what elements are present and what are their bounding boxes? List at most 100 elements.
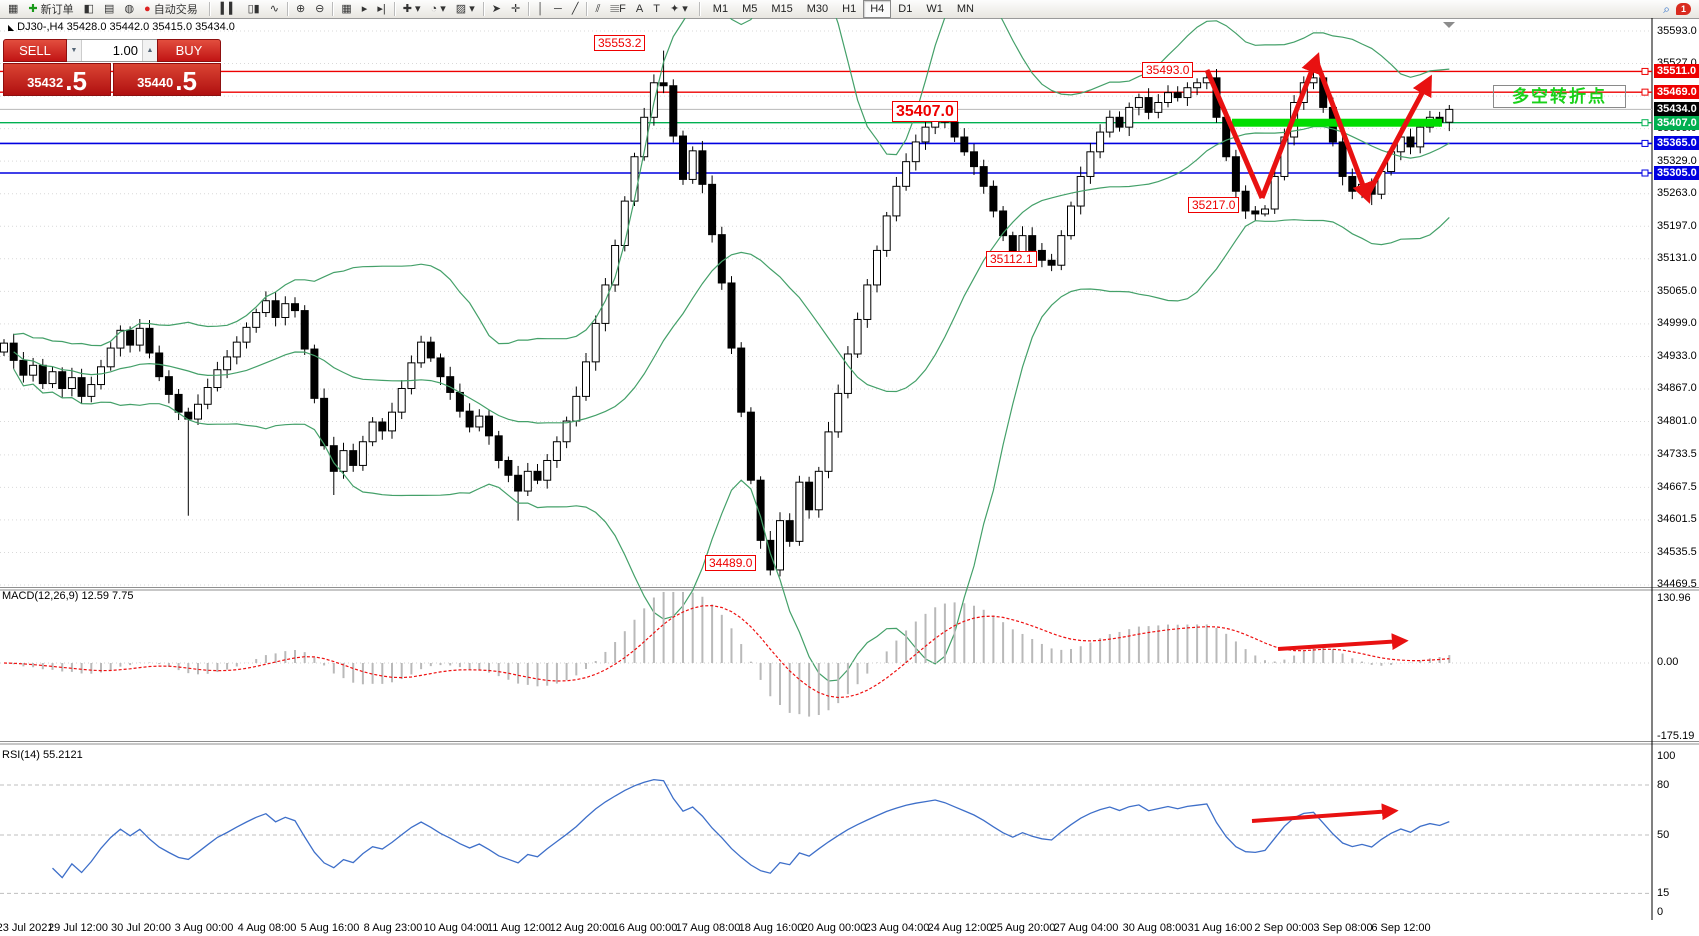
chart-title: ◣ DJ30-,H4 35428.0 35442.0 35415.0 35434.… [8, 21, 235, 33]
price-flag-35217.0[interactable]: 35217.0 [1188, 197, 1240, 213]
turning-point-annotation[interactable]: 多空转折点 [1493, 85, 1626, 108]
shapes-icon: ✦ ▾ [669, 2, 688, 15]
timeframe-m15[interactable]: M15 [771, 3, 793, 15]
hline-icon[interactable]: ─ [549, 0, 567, 19]
chart-shift-icon: ▸| [377, 2, 386, 15]
autotrade-button: ● [144, 2, 151, 15]
sell-price[interactable]: 35432 .5 [3, 63, 111, 96]
new-order-button-label: 新订单 [40, 4, 74, 16]
time-axis-label: 20 Aug 00:00 [801, 922, 867, 934]
buy-price-frac: .5 [175, 66, 197, 96]
profiles-icon[interactable]: ▤ [99, 0, 119, 19]
toolbar-separator [528, 2, 530, 16]
price-flag-34489.0[interactable]: 34489.0 [705, 555, 757, 571]
zoom-out-icon: ⊖ [315, 2, 325, 15]
chart-styles-icon[interactable]: ◧ [79, 0, 99, 19]
price-axis-tick: 35263.0 [1657, 187, 1697, 200]
label-icon: T [653, 2, 660, 15]
trendline-icon[interactable]: ╱ [567, 0, 584, 19]
timeframe-h1[interactable]: H1 [842, 3, 857, 15]
time-axis-label: 5 Aug 16:00 [300, 922, 360, 934]
time-axis-label: 27 Aug 04:00 [1053, 922, 1119, 934]
timeframe-d1[interactable]: D1 [898, 3, 913, 15]
zoom-out-icon[interactable]: ⊖ [310, 0, 329, 19]
cursor-icon[interactable]: ➤ [487, 0, 506, 19]
timeframe-mn[interactable]: MN [956, 3, 974, 15]
trendline-icon: ╱ [571, 2, 579, 15]
rsi-trend-arrow[interactable] [1251, 803, 1399, 823]
notification-bubble[interactable]: 1 [1675, 3, 1691, 15]
crosshair-icon[interactable]: ✛ [506, 0, 525, 19]
text-icon[interactable]: A [631, 0, 648, 19]
price-badge-35365.0: 35365.0 [1654, 136, 1699, 151]
price-axis-tick: 34999.0 [1657, 317, 1697, 330]
add-indicator-icon[interactable]: ✚ ▾ [398, 0, 426, 19]
timeframe-m30[interactable]: M30 [806, 3, 829, 15]
channel-icon: ⫽ [595, 2, 601, 15]
toolbar: ▦ ✚ 新订单 ◧ ▤ ◍ ● 自动交易 ▍▍ ▯▮ ∿ ⊕ ⊖ ▦ ▸ ▸| ✚ ▾ ◔ ▾ ▨ ▾ ➤ ✛ │ ─ ╱ ⫽… [0, 0, 1699, 19]
profiles-icon: ▤ [104, 2, 115, 15]
vline-icon[interactable]: │ [532, 0, 549, 19]
zoom-in-icon[interactable]: ⊕ [291, 0, 310, 19]
signal-icon[interactable]: ◍ [119, 0, 139, 19]
chart-window-icon: ▦ [8, 2, 19, 15]
line-chart-icon[interactable]: ∿ [265, 0, 284, 19]
price-flag-35112.1[interactable]: 35112.1 [986, 251, 1037, 267]
price-axis-tick: 35329.0 [1657, 154, 1697, 167]
toolbar-right-group: ⌕ 1 [1663, 2, 1699, 17]
price-axis-tick: 35065.0 [1657, 284, 1697, 297]
macd-trend-arrow[interactable] [1277, 633, 1409, 651]
tile-windows-icon[interactable]: ▦ [336, 0, 356, 19]
new-order-button[interactable]: ✚ 新订单 [23, 0, 78, 19]
volume-down-button[interactable]: ▼ [67, 40, 82, 61]
candle-chart-icon[interactable]: ▯▮ [243, 0, 265, 19]
chart-shift-icon[interactable]: ▸| [372, 0, 390, 19]
toolbar-mid-group: ▍▍ ▯▮ ∿ ⊕ ⊖ ▦ ▸ ▸| ✚ ▾ ◔ ▾ ▨ ▾ ➤ ✛ │ ─ ╱ ⫽ 𝄙F A T ✦ ▾ [213, 0, 696, 18]
volume-value[interactable]: 1.00 [112, 43, 138, 58]
price-axis-tick: 35131.0 [1657, 252, 1697, 265]
fibonacci-icon[interactable]: 𝄙F [605, 0, 631, 19]
price-flag-35407.0[interactable]: 35407.0 [892, 101, 958, 122]
bar-chart-icon[interactable]: ▍▍ [216, 0, 243, 19]
timeframe-h4[interactable]: H4 [863, 0, 892, 18]
buy-button[interactable]: BUY [157, 39, 221, 62]
price-flag-35553.2[interactable]: 35553.2 [594, 35, 646, 51]
toolbar-separator [208, 2, 210, 16]
chart-canvas[interactable] [0, 18, 1699, 936]
time-axis-label: 4 Aug 08:00 [237, 922, 297, 934]
autotrade-button[interactable]: ● 自动交易 [139, 0, 203, 19]
time-axis-label: 17 Aug 08:00 [675, 922, 741, 934]
timeframe-m1[interactable]: M1 [712, 3, 729, 15]
timeframe-m5[interactable]: M5 [742, 3, 758, 15]
toolbar-separator [393, 2, 395, 16]
macd-axis-value: 0.00 [1657, 656, 1679, 668]
rsi-axis-value: 0 [1657, 906, 1664, 918]
time-axis-label: 3 Sep 08:00 [1313, 922, 1373, 934]
toolbar-left-group: ▦ ✚ 新订单 ◧ ▤ ◍ ● 自动交易 [0, 0, 206, 18]
price-axis-tick: 35593.0 [1657, 24, 1697, 37]
time-axis-label: 23 Aug 04:00 [864, 922, 930, 934]
sell-button[interactable]: SELL [3, 39, 67, 62]
chart-window-icon[interactable]: ▦ [3, 0, 23, 19]
cursor-icon: ➤ [491, 2, 501, 15]
auto-scroll-icon[interactable]: ▸ [357, 0, 373, 19]
price-badge-35511.0: 35511.0 [1654, 64, 1699, 79]
label-icon[interactable]: T [648, 0, 665, 19]
crosshair-icon: ✛ [510, 2, 521, 15]
volume-up-button[interactable]: ▲ [142, 40, 157, 61]
buy-price[interactable]: 35440 .5 [113, 63, 221, 96]
time-axis-label: 8 Aug 23:00 [363, 922, 423, 934]
macd-label: MACD(12,26,9) 12.59 7.75 [2, 590, 134, 602]
timeframe-w1[interactable]: W1 [926, 3, 943, 15]
channel-icon[interactable]: ⫽ [590, 0, 605, 19]
toolbar-separator [286, 2, 288, 16]
time-axis-label: 25 Aug 20:00 [990, 922, 1056, 934]
period-icon[interactable]: ◔ ▾ [426, 0, 451, 19]
search-icon[interactable]: ⌕ [1663, 1, 1670, 16]
price-flag-35493.0[interactable]: 35493.0 [1142, 62, 1194, 78]
macd-axis-value: 130.96 [1657, 592, 1691, 604]
toolbar-separator [482, 2, 484, 16]
shapes-icon[interactable]: ✦ ▾ [665, 0, 693, 19]
volume-stepper[interactable]: ▼ 1.00 ▲ [67, 39, 157, 62]
templates-icon[interactable]: ▨ ▾ [451, 0, 480, 19]
